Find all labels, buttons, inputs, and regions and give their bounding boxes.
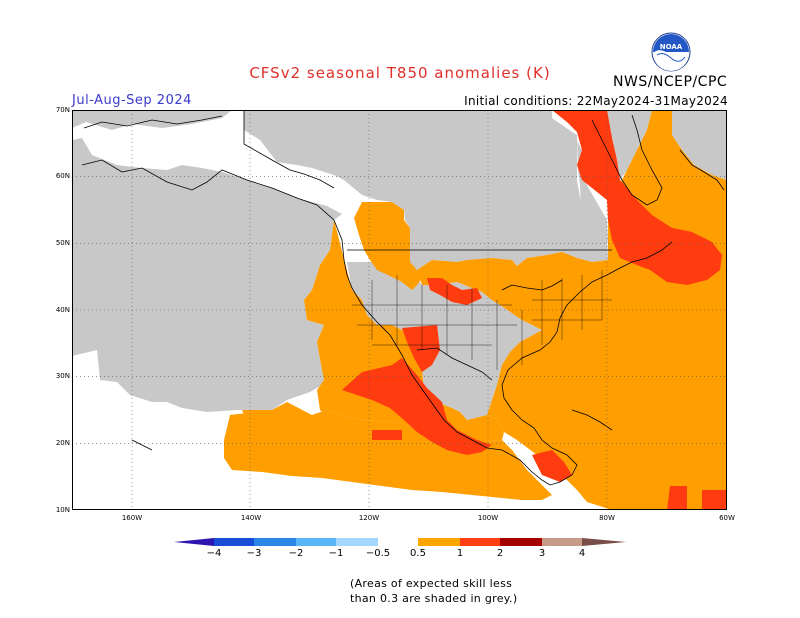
colorbar-segment xyxy=(214,538,254,546)
colorbar-segment xyxy=(460,538,500,546)
skill-footnote: (Areas of expected skill less than 0.3 a… xyxy=(350,576,517,606)
lat-label-20n: 20N xyxy=(55,439,70,447)
lon-label-100w: 100W xyxy=(477,514,499,522)
color-scale-bar xyxy=(174,538,626,546)
map-title: CFSv2 seasonal T850 anomalies (K) xyxy=(249,64,551,82)
lat-label-50n: 50N xyxy=(55,239,70,247)
agency-name: NWS/NCEP/CPC xyxy=(613,74,728,90)
colorbar-tick-label: −1 xyxy=(328,548,344,559)
lat-label-60n: 60N xyxy=(55,172,70,180)
noaa-logo: NOAA xyxy=(651,32,691,72)
colorbar-segment xyxy=(542,538,582,546)
lon-label-160w: 160W xyxy=(121,514,143,522)
lon-label-120w: 120W xyxy=(358,514,380,522)
colorbar-tick-label: −4 xyxy=(206,548,222,559)
colorbar-tick-label: 3 xyxy=(538,548,546,559)
initial-conditions: Initial conditions: 22May2024-31May2024 xyxy=(464,94,728,108)
colorbar-arrow-left xyxy=(174,538,214,546)
footnote-line-1: (Areas of expected skill less xyxy=(350,577,513,590)
graticule xyxy=(72,110,727,510)
lon-label-80w: 80W xyxy=(599,514,615,522)
lon-label-60w: 60W xyxy=(719,514,735,522)
colorbar-tick-label: 2 xyxy=(496,548,504,559)
colorbar-segment xyxy=(418,538,460,546)
colorbar-segment xyxy=(296,538,336,546)
lat-label-40n: 40N xyxy=(55,306,70,314)
lon-label-140w: 140W xyxy=(240,514,262,522)
logo-text: NOAA xyxy=(660,43,683,51)
colorbar-tick-label: −0.5 xyxy=(365,548,391,559)
colorbar-segment xyxy=(378,538,418,546)
colorbar-tick-label: 0.5 xyxy=(410,548,426,559)
colorbar-tick-label: 4 xyxy=(578,548,586,559)
colorbar-tick-label: −2 xyxy=(288,548,304,559)
colorbar-segment xyxy=(254,538,296,546)
lat-label-70n: 70N xyxy=(55,106,70,114)
lat-label-10n: 10N xyxy=(55,506,70,514)
anomaly-red-areas xyxy=(342,110,727,510)
colorbar-segment xyxy=(500,538,542,546)
colorbar-tick-label: −3 xyxy=(246,548,262,559)
forecast-period: Jul-Aug-Sep 2024 xyxy=(72,93,192,108)
footnote-line-2: than 0.3 are shaded in grey.) xyxy=(350,592,518,605)
colorbar-segment xyxy=(336,538,378,546)
colorbar-tick-label: 1 xyxy=(456,548,464,559)
lat-label-30n: 30N xyxy=(55,372,70,380)
land-boundaries xyxy=(81,110,725,486)
colorbar-arrow-right xyxy=(582,538,626,546)
anomaly-map xyxy=(72,110,727,510)
